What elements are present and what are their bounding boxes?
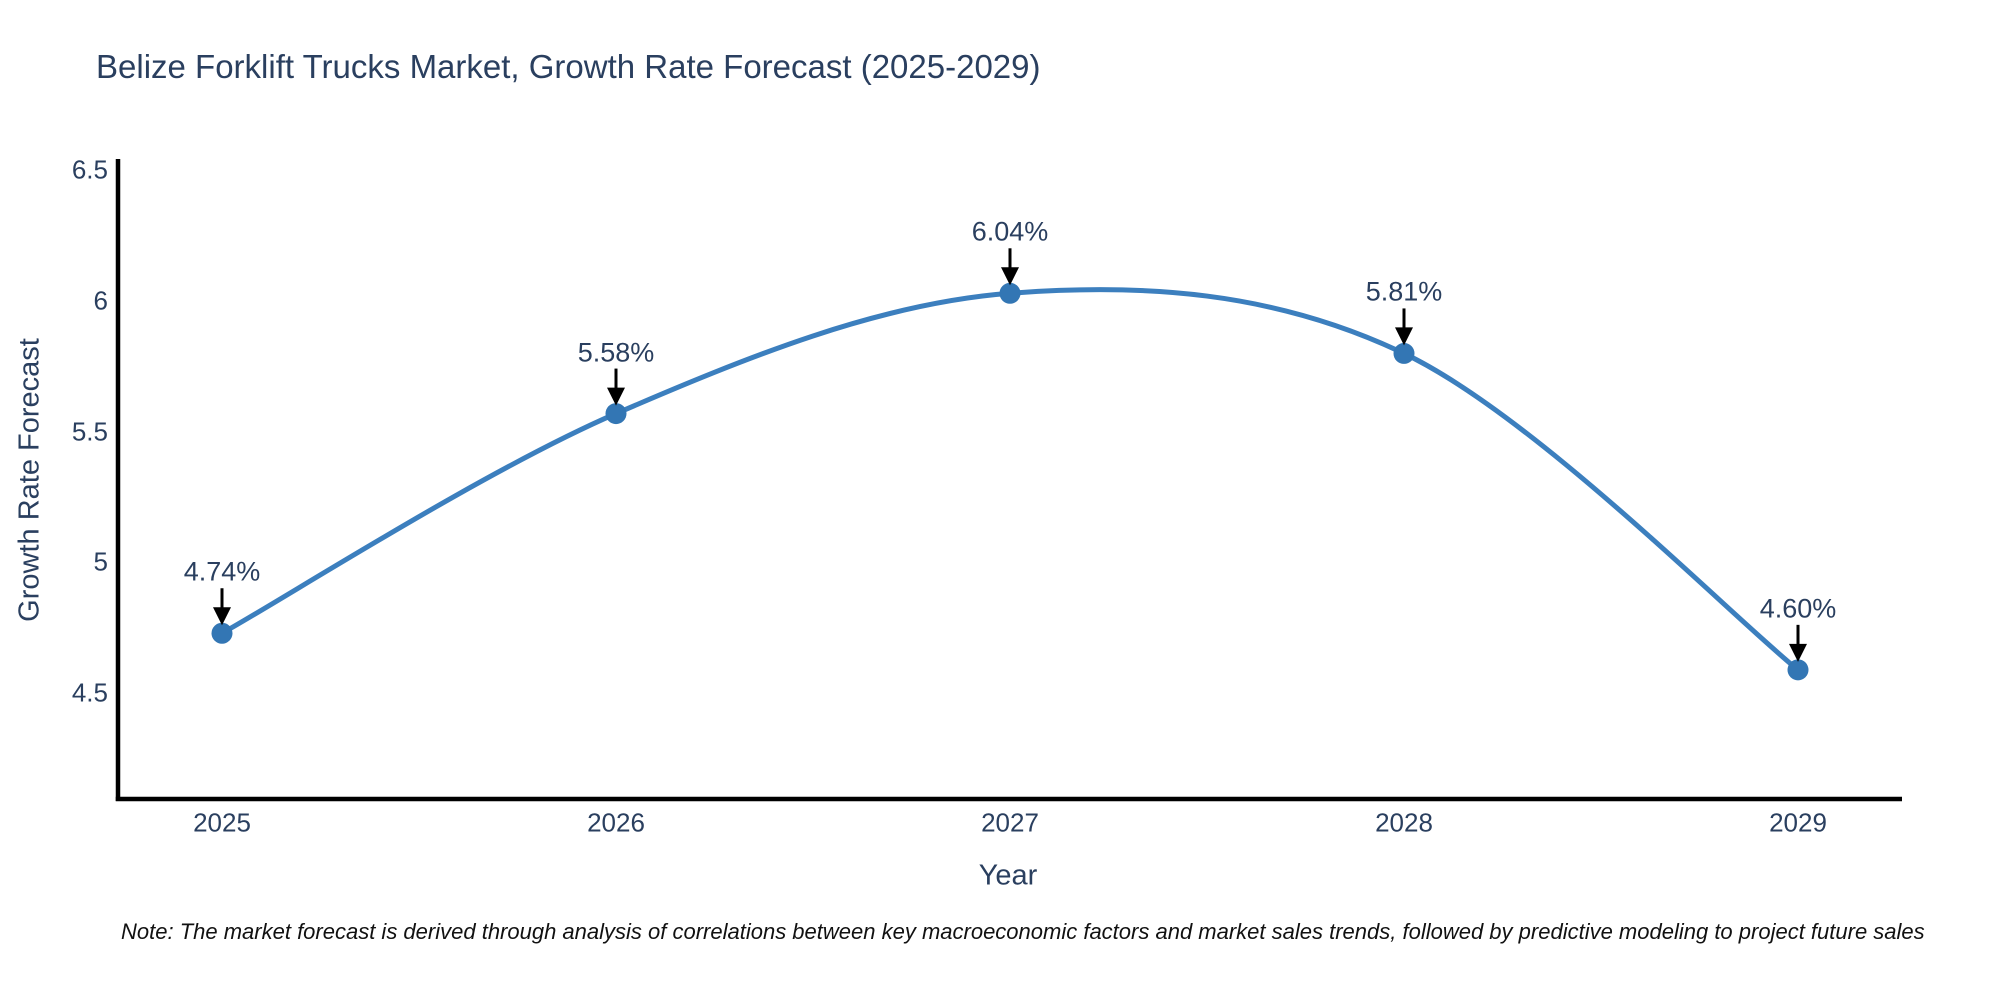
y-tick-label: 5.5 <box>71 416 108 446</box>
x-tick-label: 2025 <box>193 807 251 838</box>
annotation-arrow-head <box>1395 327 1413 346</box>
annotation-arrow-head <box>1001 267 1019 286</box>
annotation-arrows <box>213 248 1807 662</box>
data-point-marker <box>1393 342 1415 364</box>
annotation-arrow-head <box>1789 643 1807 662</box>
x-tick-label: 2028 <box>1375 807 1433 838</box>
x-axis-title: Year <box>978 859 1038 892</box>
y-axis-title: Growth Rate Forecast <box>13 338 46 622</box>
y-tick-label: 6.5 <box>71 154 108 185</box>
annotation-arrow-head <box>213 607 231 626</box>
data-point-marker <box>999 282 1021 304</box>
chart-title: Belize Forklift Trucks Market, Growth Ra… <box>96 48 1041 85</box>
data-point-value-label: 5.58% <box>577 337 655 368</box>
data-point-marker <box>1787 659 1809 681</box>
data-point-markers <box>211 282 1809 681</box>
footnote-text: Note: The market forecast is derived thr… <box>121 919 1925 944</box>
y-tick-label: 6 <box>93 285 108 316</box>
data-point-marker <box>605 403 627 425</box>
x-tick-label: 2026 <box>587 807 645 838</box>
growth-rate-line <box>219 287 1801 673</box>
data-point-value-label: 6.04% <box>971 216 1049 247</box>
annotation-arrow-head <box>607 387 625 406</box>
data-point-marker <box>211 622 233 644</box>
x-tick-label: 2029 <box>1769 807 1827 838</box>
x-tick-label: 2027 <box>981 807 1039 838</box>
data-point-value-label: 4.60% <box>1759 593 1837 624</box>
data-point-value-label: 5.81% <box>1365 276 1443 307</box>
y-tick-label: 5 <box>93 546 108 577</box>
data-point-value-label: 4.74% <box>183 556 261 587</box>
y-tick-label: 4.5 <box>71 677 108 708</box>
